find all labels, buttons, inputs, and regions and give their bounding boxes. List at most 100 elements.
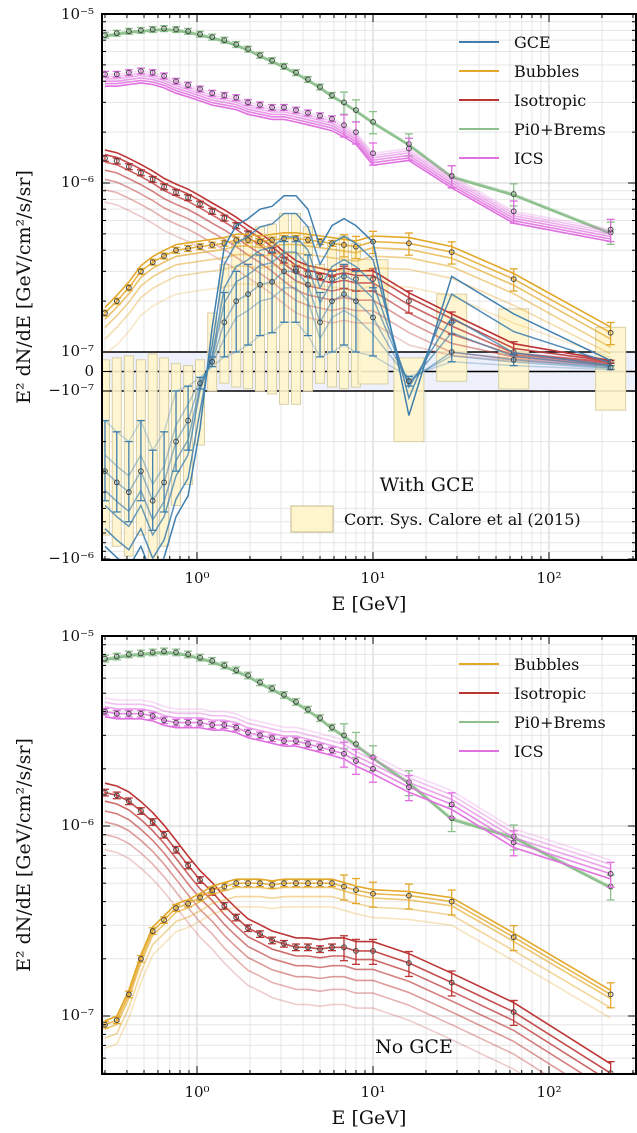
- data-point: [185, 900, 191, 907]
- data-point: [209, 90, 216, 97]
- data-point: [305, 880, 311, 887]
- data-point: [125, 798, 132, 805]
- data-point: [113, 30, 120, 37]
- data-point: [305, 944, 311, 951]
- data-point: [269, 881, 275, 888]
- data-point: [161, 25, 167, 32]
- data-point: [137, 169, 144, 176]
- data-point: [257, 931, 263, 937]
- top-panel: 10⁻⁵ 10⁻⁶ 10⁻⁷ 0 −10⁻⁷ −10⁻⁶ 10⁰ 10¹ 10²…: [13, 5, 637, 615]
- series-line: [104, 782, 612, 1065]
- bottom-xtick-label: 10¹: [360, 1083, 385, 1101]
- data-point: [341, 732, 347, 739]
- bottom-xtick-label: 10²: [536, 1083, 561, 1101]
- data-point: [161, 717, 167, 724]
- data-point: [209, 657, 216, 664]
- series-line: [104, 715, 611, 880]
- bottom-xtick-label: 10⁰: [184, 1083, 209, 1101]
- data-point: [257, 238, 263, 245]
- top-ytick-label: 10⁻⁷: [61, 342, 94, 360]
- data-point: [125, 284, 132, 291]
- data-point: [353, 107, 359, 113]
- data-point: [406, 892, 412, 899]
- data-point: [269, 104, 275, 111]
- data-point: [161, 831, 167, 838]
- data-point: [221, 883, 228, 890]
- data-point: [185, 245, 191, 252]
- top-ytick-label: 0: [84, 362, 94, 380]
- data-point: [221, 319, 228, 326]
- top-legend-label: ICS: [514, 149, 544, 168]
- data-point: [607, 870, 614, 877]
- bottom-legend-label: Pi0+Brems: [514, 713, 606, 732]
- series-line: [104, 153, 611, 363]
- data-point: [233, 880, 240, 887]
- data-point: [510, 208, 517, 215]
- data-point: [370, 276, 376, 282]
- data-point: [209, 887, 216, 893]
- series-line: [104, 886, 612, 1030]
- data-point: [137, 710, 144, 717]
- series-line: [104, 810, 585, 1074]
- data-point: [406, 298, 412, 305]
- data-point: [161, 73, 167, 79]
- systematic-box: [194, 359, 205, 446]
- series-line: [105, 77, 611, 238]
- data-point: [329, 880, 335, 887]
- data-point: [448, 801, 455, 808]
- bottom-annotation: No GCE: [375, 1036, 453, 1058]
- sys-legend-label: Corr. Sys. Calore et al (2015): [344, 510, 581, 529]
- data-point: [113, 158, 120, 164]
- data-point: [281, 63, 287, 70]
- data-point: [269, 685, 275, 692]
- data-point: [161, 183, 167, 190]
- series-line: [104, 232, 611, 328]
- top-x-tick-labels: 10⁰ 10¹ 10²: [184, 569, 561, 587]
- data-point: [448, 979, 455, 986]
- data-point: [353, 887, 359, 893]
- data-point: [353, 741, 359, 747]
- data-point: [245, 925, 251, 932]
- data-point: [293, 698, 299, 705]
- data-point: [305, 76, 311, 83]
- top-ytick-label: −10⁻⁶: [48, 549, 94, 567]
- data-point: [448, 249, 455, 256]
- data-point: [113, 298, 120, 305]
- data-point: [269, 735, 275, 742]
- top-xtick-label: 10⁰: [184, 569, 209, 587]
- bottom-legend-label: Bubbles: [514, 655, 579, 674]
- bottom-y-tick-labels: 10⁻⁵ 10⁻⁶ 10⁻⁷: [61, 627, 94, 1024]
- data-point: [293, 107, 299, 113]
- data-point: [185, 719, 191, 726]
- series-line: [104, 710, 611, 875]
- data-point: [257, 52, 263, 59]
- data-point: [257, 101, 263, 108]
- data-point: [197, 31, 203, 38]
- bottom-series: [102, 647, 615, 1074]
- data-point: [197, 877, 203, 883]
- data-point: [245, 291, 251, 298]
- data-point: [329, 724, 335, 731]
- data-point: [245, 672, 251, 679]
- data-point: [137, 808, 144, 814]
- data-point: [370, 890, 376, 897]
- data-point: [510, 356, 517, 363]
- series-line: [105, 74, 611, 235]
- top-legend-label: GCE: [514, 33, 551, 52]
- data-point: [341, 242, 347, 248]
- data-point: [125, 710, 132, 717]
- data-point: [245, 237, 251, 243]
- series-line: [104, 161, 611, 363]
- data-point: [233, 298, 240, 305]
- series-line: [104, 848, 523, 1074]
- data-point: [173, 905, 179, 911]
- data-point: [370, 948, 376, 954]
- top-y-tick-labels: 10⁻⁵ 10⁻⁶ 10⁻⁷ 0 −10⁻⁷ −10⁻⁶: [48, 5, 94, 567]
- data-point: [448, 898, 455, 905]
- data-point: [149, 928, 156, 934]
- data-point: [305, 237, 311, 243]
- data-point: [221, 722, 228, 728]
- data-point: [293, 69, 299, 76]
- bottom-x-tick-labels: 10⁰ 10¹ 10²: [184, 1083, 561, 1101]
- data-point: [510, 839, 517, 846]
